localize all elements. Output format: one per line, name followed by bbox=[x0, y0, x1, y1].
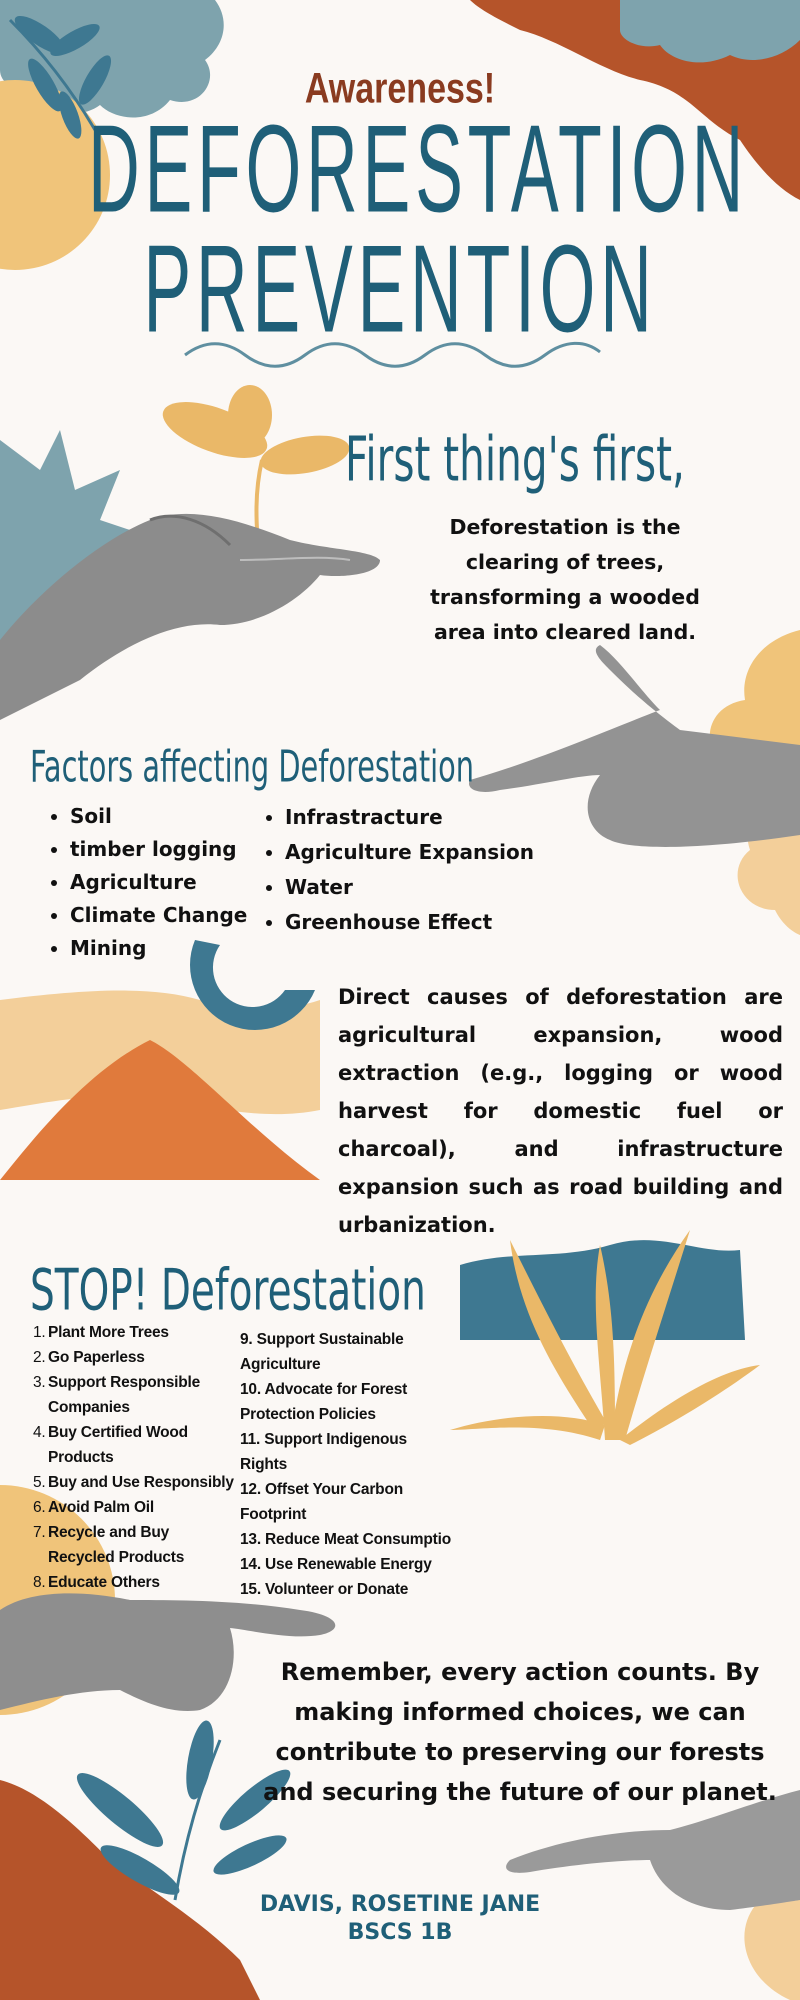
factor-item: timber logging bbox=[70, 833, 247, 866]
orange-hill-shape bbox=[0, 1040, 320, 1180]
factor-item: Greenhouse Effect bbox=[285, 905, 534, 940]
list-item: 3. Support Responsible Companies bbox=[33, 1374, 201, 1416]
intro-heading: First thing's first, bbox=[345, 425, 685, 496]
page-title-line1: DEFORESTATION bbox=[88, 100, 749, 239]
factors-heading: Factors affecting Deforestation bbox=[30, 742, 475, 793]
grass-plant-icon bbox=[450, 1230, 760, 1445]
list-item: 8. Educate Others bbox=[33, 1574, 160, 1591]
list-item: 6. Avoid Palm Oil bbox=[33, 1499, 155, 1516]
definition-text: Deforestation is the clearing of trees, … bbox=[430, 515, 700, 644]
factor-item: Agriculture Expansion bbox=[285, 835, 534, 870]
factors-list-left: Soil timber logging Agriculture Climate … bbox=[30, 800, 247, 965]
pointing-hand-right-image bbox=[506, 1790, 800, 1910]
rust-bottom-left bbox=[0, 1780, 260, 2000]
list-item: 15. Volunteer or Donate bbox=[240, 1581, 409, 1598]
factors-list-right: Infrastracture Agriculture Expansion Wat… bbox=[245, 800, 534, 940]
kicker-text: Awareness! bbox=[304, 65, 496, 113]
author-section: BSCS 1B bbox=[347, 1920, 453, 1945]
leaf-branch-bottom-icon bbox=[76, 1720, 291, 1901]
list-item: 5. Buy and Use Responsibly bbox=[33, 1474, 234, 1491]
blue-cloud-top-right bbox=[620, 0, 800, 63]
author-name: DAVIS, ROSETINE JANE bbox=[259, 1892, 541, 1917]
list-item: 13. Reduce Meat Consumptio bbox=[240, 1531, 451, 1548]
list-item: 14. Use Renewable Energy bbox=[240, 1556, 432, 1573]
stop-list-right: 9. Support Sustainable Agriculture 10. A… bbox=[240, 1327, 455, 1602]
factor-item: Infrastracture bbox=[285, 800, 534, 835]
list-item: 11. Support Indigenous Rights bbox=[240, 1431, 407, 1473]
title-underline-wave bbox=[184, 341, 601, 368]
pointing-hand-image bbox=[469, 645, 800, 847]
factor-item: Agriculture bbox=[70, 866, 247, 899]
list-item: 10. Advocate for Forest Protection Polic… bbox=[240, 1381, 408, 1423]
page-title-line2: PREVENTION bbox=[143, 220, 657, 359]
factor-item: Soil bbox=[70, 800, 247, 833]
list-item: 1. Plant More Trees bbox=[33, 1324, 169, 1341]
list-item: 9. Support Sustainable Agriculture bbox=[240, 1331, 404, 1373]
half-ring-shape bbox=[190, 940, 315, 1030]
open-palm-hand-image bbox=[0, 513, 380, 720]
factor-item: Water bbox=[285, 870, 534, 905]
factor-item: Climate Change bbox=[70, 899, 247, 932]
leaf-branch-icon bbox=[8, 15, 112, 139]
stop-heading: STOP! Deforestation bbox=[30, 1258, 426, 1324]
list-item: 4. Buy Certified Wood Products bbox=[33, 1424, 188, 1466]
reaching-hand-image bbox=[0, 1593, 336, 1711]
stop-list-left: 1. Plant More Trees 2. Go Paperless 3. Supp… bbox=[33, 1320, 238, 1595]
factor-item: Mining bbox=[70, 932, 247, 965]
sand-circle-shape bbox=[0, 80, 110, 270]
list-item: 12. Offset Your Carbon Footprint bbox=[240, 1481, 403, 1523]
causes-paragraph: Direct causes of deforestation are agric… bbox=[338, 985, 783, 1237]
list-item: 7. Recycle and Buy Recycled Products bbox=[33, 1524, 185, 1566]
list-item: 2. Go Paperless bbox=[33, 1349, 145, 1366]
closing-paragraph: Remember, every action counts. By making… bbox=[263, 1658, 777, 1806]
